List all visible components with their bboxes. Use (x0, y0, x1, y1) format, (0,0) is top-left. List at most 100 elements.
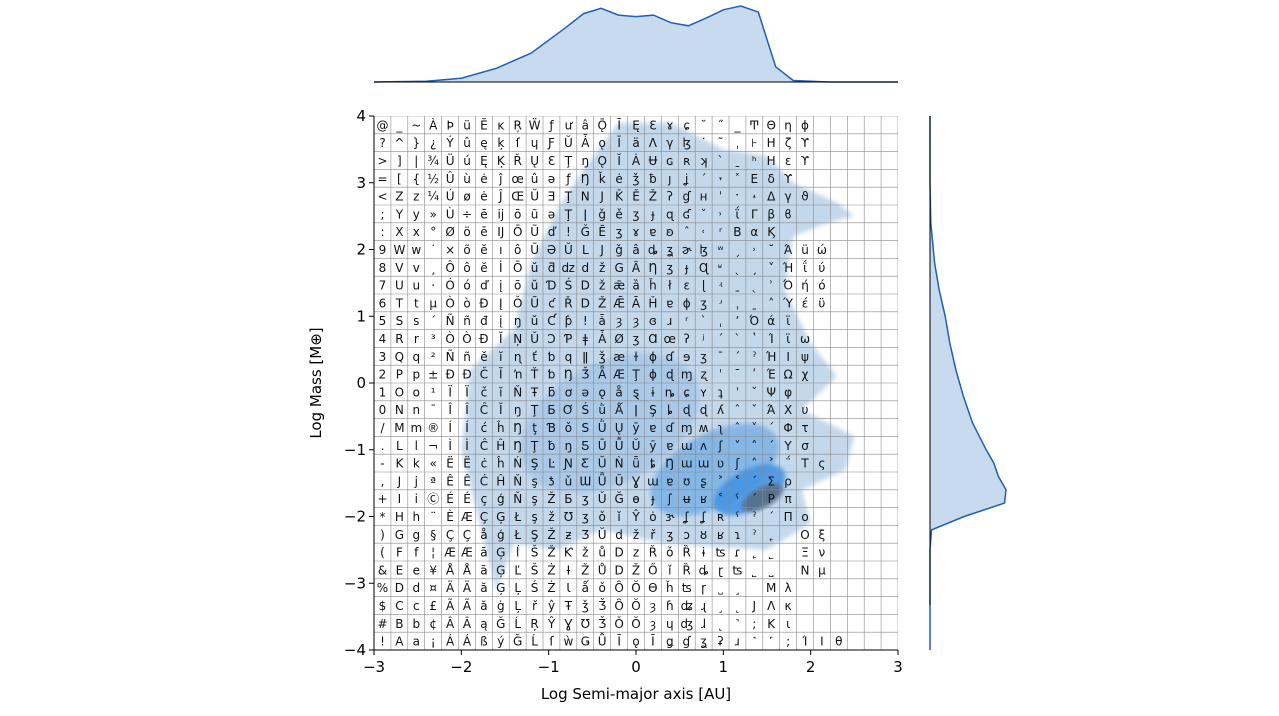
grid-glyph: ] (397, 154, 402, 168)
grid-glyph: ˝ (718, 118, 724, 132)
grid-glyph: Á (463, 634, 472, 649)
grid-glyph: ϋ (818, 296, 825, 310)
grid-glyph: u (412, 279, 420, 293)
grid-glyph: ė (615, 172, 622, 186)
grid-glyph: Ŏ (631, 598, 640, 613)
grid-glyph: ʌ (700, 439, 707, 453)
grid-glyph: ¥ (429, 563, 437, 577)
grid-glyph: Θ (766, 118, 775, 132)
grid-glyph: ō (514, 279, 521, 293)
grid-glyph: B (395, 617, 403, 631)
grid-glyph: ¡ (431, 635, 436, 649)
grid-glyph: Ü (446, 152, 455, 168)
grid-glyph: ǒ (599, 510, 606, 524)
grid-glyph: ˀ (752, 350, 756, 364)
grid-glyph: Ǜ (598, 418, 607, 435)
grid-glyph: ˂ (734, 474, 740, 488)
grid-glyph: ˈ (736, 385, 739, 399)
grid-glyph: ě (615, 207, 622, 221)
marginal-x (374, 6, 898, 82)
grid-glyph: ñ (463, 350, 471, 364)
y-tick-label: −2 (344, 508, 366, 526)
grid-glyph: Φ (783, 421, 792, 435)
grid-glyph: Ǡ (581, 134, 590, 150)
grid-glyph: Ų (615, 421, 624, 435)
grid-glyph: Έ (766, 368, 776, 382)
grid-glyph: Ò (445, 295, 454, 310)
grid-glyph: Ί (768, 332, 774, 346)
grid-glyph: Þ (446, 118, 453, 132)
grid-glyph: ſ (549, 635, 554, 649)
grid-glyph: N (395, 403, 404, 417)
grid-glyph: ɟ (650, 207, 655, 221)
grid-glyph: Ę (632, 118, 640, 132)
grid-glyph: n (412, 403, 420, 417)
grid-glyph: Ƃ (564, 492, 572, 506)
grid-glyph: 9 (379, 243, 387, 257)
grid-glyph: µ (429, 296, 437, 310)
grid-glyph: ˋ (734, 332, 740, 346)
grid-glyph: Ŭ (598, 456, 607, 471)
grid-glyph: ȡ (699, 563, 709, 577)
grid-glyph: γ (666, 136, 673, 150)
grid-glyph: j (414, 474, 418, 488)
grid-glyph: Ğ (496, 616, 505, 631)
grid-glyph: Ύ (782, 296, 793, 310)
y-tick-label: 1 (356, 307, 366, 325)
grid-glyph: ˼ (719, 599, 723, 613)
grid-glyph: Ʊ (564, 510, 573, 524)
grid-glyph: ř (532, 599, 538, 613)
grid-glyph: Ĉ (480, 402, 488, 417)
grid-glyph: ȡ (648, 243, 658, 257)
grid-glyph: ɐ (649, 421, 656, 435)
grid-glyph: ƒ (565, 172, 571, 186)
grid-glyph: : (380, 225, 384, 239)
grid-glyph: Ë (463, 456, 471, 471)
grid-glyph: ā (480, 546, 487, 560)
grid-glyph: å (480, 528, 487, 542)
grid-glyph: ȝ (650, 617, 656, 631)
grid-glyph: 2 (379, 368, 387, 382)
grid-glyph: ĳ (497, 207, 504, 221)
grid-glyph: ʵ (719, 279, 723, 293)
grid-glyph: Ķ (497, 154, 506, 168)
grid-glyph: Û (446, 171, 455, 186)
grid-glyph: Δ (767, 190, 776, 204)
grid-glyph: į (499, 314, 503, 328)
grid-glyph: Æ (461, 546, 473, 560)
grid-glyph: ¤ (429, 581, 437, 595)
grid-glyph: Ž (547, 545, 555, 560)
grid-glyph: ² (431, 350, 436, 364)
grid-glyph: Ŀ (548, 457, 555, 471)
grid-glyph: φ (784, 385, 792, 399)
grid-glyph: ǒ (599, 581, 606, 595)
grid-glyph: Ţ (530, 439, 539, 453)
grid-glyph: ȿ (633, 385, 640, 399)
grid-glyph: β (767, 207, 775, 221)
grid-glyph: Ģ (496, 546, 505, 560)
grid-glyph: ǀ (584, 207, 588, 221)
grid-glyph: ϑ (801, 190, 808, 204)
grid-glyph: Ţ (631, 368, 640, 382)
grid-glyph: a (413, 635, 420, 649)
grid-glyph: Ν (801, 563, 810, 577)
grid-glyph: ɯ (647, 474, 659, 488)
grid-glyph: Ò (462, 331, 471, 346)
grid-glyph: Λ (649, 136, 658, 150)
grid-glyph: ɛ (683, 279, 690, 293)
grid-glyph: ˍ (751, 296, 757, 310)
grid-glyph: Ʉ (649, 154, 658, 168)
grid-glyph: ǐ (667, 563, 672, 577)
grid-glyph: Ɛ (649, 118, 656, 132)
grid-glyph: ϕ (801, 118, 809, 132)
grid-glyph: Ě (632, 189, 640, 204)
x-tick-label: 1 (719, 658, 729, 676)
grid-glyph: Ú (446, 189, 455, 204)
grid-glyph: Ì (448, 438, 452, 453)
grid-glyph: Ɯ (579, 474, 591, 488)
grid-glyph: Ũ (530, 242, 539, 257)
grid-glyph: c (413, 599, 420, 613)
grid-glyph: Ǡ (598, 330, 607, 346)
grid-glyph: Ł (513, 510, 521, 524)
grid-glyph: ĕ (480, 243, 487, 257)
